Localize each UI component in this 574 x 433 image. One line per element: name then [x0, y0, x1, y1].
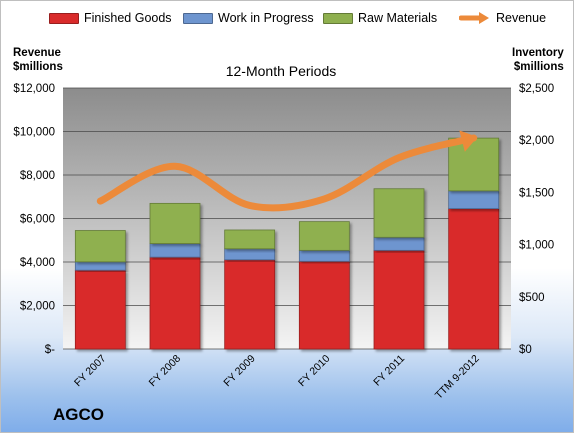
company-name: AGCO [53, 405, 104, 424]
right-tick-label: $500 [519, 292, 545, 304]
work-in-progress-bar [149, 243, 201, 258]
left-tick-label: $2,000 [20, 301, 55, 313]
left-tick-label: $12,000 [13, 83, 55, 95]
raw-materials-bar [298, 221, 350, 251]
legend-label: Revenue [496, 11, 547, 25]
category-label: FY 2007 [72, 353, 109, 390]
revenue-line [96, 134, 478, 212]
right-tick-label: $2,000 [519, 135, 554, 147]
legend-item: Raw Materials [323, 11, 437, 25]
legend-item: Revenue [459, 11, 546, 25]
finished-goods-bar [149, 256, 201, 350]
legend-item: Finished Goods [49, 11, 172, 25]
left-tick-label: $8,000 [20, 170, 55, 182]
raw-materials-bar [224, 229, 276, 250]
left-tick-label: $4,000 [20, 257, 55, 269]
left-axis-title: Revenue $millions [13, 47, 63, 73]
left-tick-label: $- [45, 344, 55, 356]
finished-goods-bar [373, 249, 425, 350]
revenue-arrowhead [459, 130, 478, 152]
left-tick-label: $6,000 [20, 214, 55, 226]
work-in-progress-bar [373, 236, 425, 251]
right-tick-label: $2,500 [519, 83, 554, 95]
legend-label: Work in Progress [218, 11, 314, 25]
legend-label: Raw Materials [358, 11, 438, 25]
left-tick-label: $10,000 [13, 127, 55, 139]
legend: Finished Goods Work in Progress Raw Materi… [1, 11, 573, 31]
right-tick-label: $0 [519, 344, 532, 356]
right-tick-label: $1,500 [519, 187, 554, 199]
legend-swatch [323, 12, 353, 24]
legend-swatch [49, 12, 79, 24]
raw-materials-bar [373, 188, 425, 238]
work-in-progress-bar [298, 249, 350, 262]
work-in-progress-bar [74, 261, 126, 271]
finished-goods-bar [224, 259, 276, 350]
work-in-progress-bar [448, 190, 500, 209]
finished-goods-bar [74, 269, 126, 350]
raw-materials-bar [149, 202, 201, 244]
finished-goods-bar [298, 260, 350, 350]
work-in-progress-bar [224, 248, 276, 261]
legend-swatch [183, 12, 213, 24]
category-label: TTM 9-2012 [433, 353, 482, 402]
category-label: FY 2008 [147, 353, 184, 390]
category-label: FY 2010 [296, 353, 333, 390]
raw-materials-bar [74, 230, 126, 263]
category-label: FY 2009 [221, 353, 258, 390]
finished-goods-bar [448, 208, 500, 350]
legend-arrow-icon [459, 12, 489, 24]
right-tick-label: $1,000 [519, 240, 554, 252]
legend-label: Finished Goods [84, 11, 172, 25]
category-label: FY 2011 [371, 353, 407, 389]
chart-subtitle: 12-Month Periods [225, 63, 337, 79]
right-axis-title: Inventory $millions [512, 47, 564, 73]
legend-item: Work in Progress [183, 11, 314, 25]
raw-materials-bar [448, 137, 500, 192]
